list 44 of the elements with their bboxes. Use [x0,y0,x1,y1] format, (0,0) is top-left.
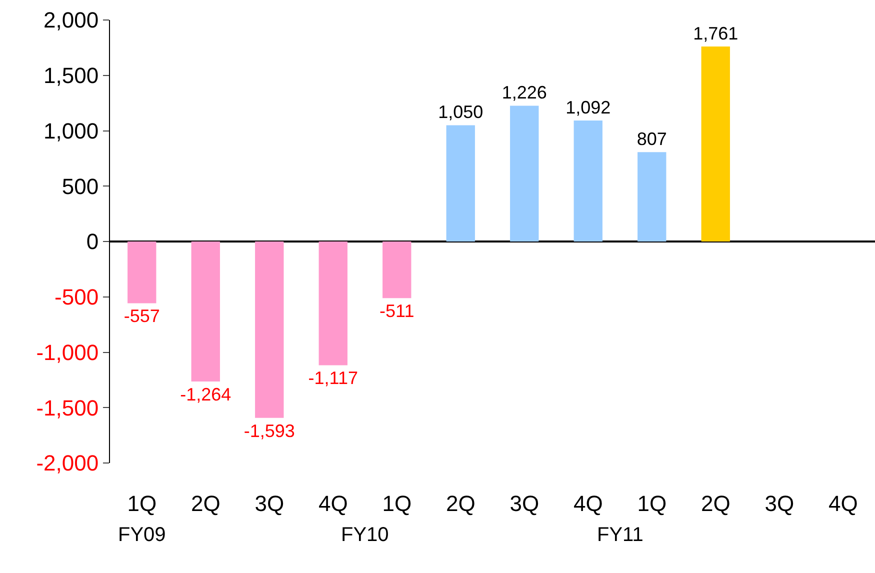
y-tick-label: -1,500 [36,395,99,420]
data-label: -511 [380,301,414,322]
bar [446,125,475,242]
data-label: 1,226 [502,82,547,103]
data-label: 807 [636,129,667,150]
x-tick-label: 1Q [127,491,157,516]
x-tick-label: 4Q [828,491,858,516]
x-tick-label: 3Q [254,491,284,516]
bar [318,242,348,366]
y-tick-label: 1,500 [44,63,99,88]
bar [191,242,220,382]
text: FY11 [597,524,644,546]
data-label: -1,264 [180,384,232,404]
data-label: 1,092 [566,98,611,118]
data-label: -557 [124,306,160,326]
data-label: -1,117 [308,368,358,388]
text: FY10 [341,524,389,546]
x-tick-label: 3Q [510,491,540,516]
bar [255,242,284,418]
y-tick-label: -2,000 [36,450,99,476]
y-tick-label: 2,000 [44,8,99,33]
y-tick-label: -500 [54,284,99,310]
x-tick-label: 1Q [382,491,412,516]
bar [574,120,602,242]
x-tick-label: 3Q [764,491,794,516]
y-tick-label: -1,000 [36,340,99,365]
y-tick-label: 500 [62,174,99,199]
bar [382,242,412,298]
text: FY09 [118,524,166,546]
y-tick-label: 1,000 [44,118,99,144]
bar [510,106,539,242]
x-tick-label: 2Q [700,491,730,516]
x-tick-label: 1Q [637,491,667,516]
x-tick-label: 2Q [446,491,476,516]
x-tick-label: 4Q [573,491,603,516]
x-tick-label: 4Q [318,491,348,516]
bar [638,152,666,242]
bar [128,242,156,304]
y-tick-label: 0 [86,229,99,254]
x-tick-label: 2Q [190,491,220,516]
data-label: -1,593 [244,420,295,441]
bar [701,46,730,242]
data-label: 1,050 [438,102,484,122]
data-label: 1,761 [693,23,738,44]
